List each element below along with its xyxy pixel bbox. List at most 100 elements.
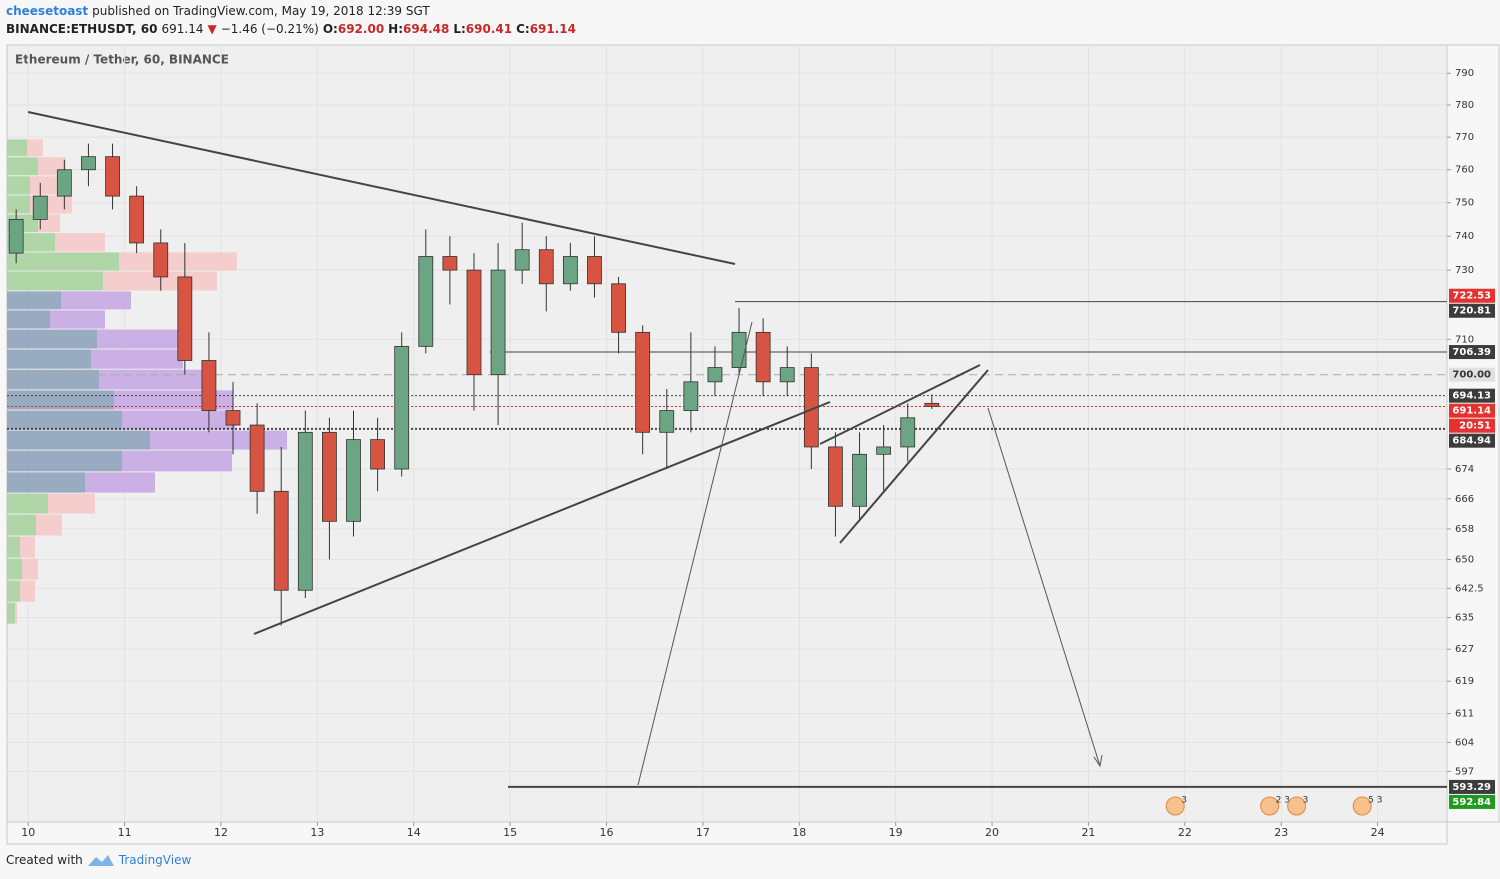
- y-tick-label: 604: [1455, 737, 1474, 748]
- candle-body: [924, 402, 940, 407]
- x-tick-label: 23: [1274, 826, 1288, 839]
- y-tick-label: 635: [1455, 613, 1474, 624]
- time-axis: [6, 821, 1448, 845]
- volume-up: [7, 329, 97, 349]
- volume-down: [150, 430, 287, 450]
- price-label: 592.84: [1452, 797, 1491, 808]
- volume-down: [99, 369, 207, 390]
- candle-body: [683, 381, 699, 411]
- volume-down: [50, 310, 105, 329]
- candle-body: [297, 431, 313, 591]
- arrow: ▼: [207, 22, 217, 36]
- volume-down: [30, 176, 58, 195]
- measure-line: [637, 321, 753, 786]
- c-label: C:: [516, 22, 530, 36]
- price-label-box: [1449, 345, 1495, 360]
- volume-up: [7, 602, 15, 624]
- volume-up: [7, 369, 99, 390]
- footer: Created with TradingView: [6, 853, 191, 867]
- x-tick-label: 11: [118, 826, 132, 839]
- volume-up: [7, 558, 22, 580]
- arrow-line: [987, 407, 1101, 767]
- x-tick-label: 14: [407, 826, 421, 839]
- created-with: Created with: [6, 853, 83, 867]
- volume-up: [7, 493, 48, 514]
- y-tick-label: 790: [1455, 68, 1474, 79]
- price-label-box: [1449, 388, 1495, 403]
- symbol: BINANCE:ETHUSDT, 60: [6, 22, 158, 36]
- price-label-box: [1449, 367, 1495, 382]
- y-tick-label: 619: [1455, 676, 1474, 687]
- event-marker: [1260, 796, 1280, 816]
- event-label: 2 3: [1276, 796, 1290, 806]
- x-tick-label: 19: [889, 826, 903, 839]
- price-axis: [1446, 44, 1500, 823]
- l-label: L:: [453, 22, 466, 36]
- volume-down: [85, 472, 155, 493]
- brand[interactable]: TradingView: [118, 853, 192, 867]
- price-label-box: [1449, 288, 1495, 303]
- candle-body: [273, 490, 289, 591]
- candle-body: [129, 195, 145, 244]
- volume-up: [7, 410, 122, 430]
- event-marker: [1165, 796, 1185, 816]
- volume-up: [7, 580, 20, 602]
- candle-body: [611, 283, 626, 333]
- y-tick-label: 760: [1455, 165, 1474, 176]
- h-value: 694.48: [403, 22, 450, 36]
- logo: [88, 855, 114, 866]
- price-label: 722.53: [1452, 291, 1491, 302]
- volume-up: [7, 472, 85, 493]
- price-label: 694.13: [1452, 391, 1491, 402]
- y-tick-label: 674: [1455, 464, 1474, 475]
- wedge-line: [839, 369, 989, 544]
- x-tick-label: 22: [1178, 826, 1192, 839]
- price-label: 691.14: [1452, 406, 1491, 417]
- candle-body: [707, 367, 723, 383]
- volume-down: [122, 410, 235, 430]
- y-tick-label: 710: [1455, 334, 1474, 345]
- author[interactable]: cheesetoast: [6, 4, 89, 18]
- candle-body: [442, 256, 458, 271]
- x-tick-label: 20: [985, 826, 999, 839]
- y-tick-label: 750: [1455, 198, 1474, 209]
- volume-up: [7, 514, 36, 536]
- volume-down: [119, 252, 237, 271]
- chart-title: Ethereum / Tether, 60, BINANCE: [15, 53, 229, 67]
- countdown-box: [1449, 418, 1495, 433]
- x-tick-label: 21: [1081, 826, 1095, 839]
- volume-down: [22, 558, 38, 580]
- price-label-box: [1449, 794, 1495, 809]
- y-tick-label: 611: [1455, 709, 1474, 720]
- y-tick-label: 730: [1455, 265, 1474, 276]
- candle-body: [779, 367, 795, 383]
- wedge-line: [819, 364, 981, 445]
- price-label: 706.39: [1452, 347, 1491, 358]
- o-value: 692.00: [337, 22, 385, 36]
- x-tick-label: 24: [1371, 826, 1385, 839]
- candle-body: [635, 331, 651, 433]
- volume-up: [7, 349, 91, 369]
- candle-body: [418, 256, 434, 347]
- candle-body: [8, 219, 24, 254]
- trend-line: [253, 401, 831, 635]
- x-tick-label: 17: [696, 826, 710, 839]
- last: 691.14: [161, 22, 204, 36]
- candle-body: [490, 269, 506, 376]
- y-tick-label: 650: [1455, 554, 1474, 565]
- volume-down: [27, 139, 43, 157]
- o-label: O:: [322, 22, 338, 36]
- volume-up: [7, 157, 38, 176]
- price-label-box: [1449, 779, 1495, 794]
- volume-down: [20, 536, 35, 558]
- published: published on TradingView.com, May 19, 20…: [92, 4, 430, 18]
- event-label: 3: [1181, 796, 1187, 806]
- event-marker: [1287, 796, 1307, 816]
- volume-up: [7, 252, 119, 271]
- candle-body: [225, 410, 241, 426]
- candle-body: [81, 156, 96, 171]
- candle-body: [56, 169, 72, 197]
- volume-down: [15, 602, 17, 624]
- volume-up: [7, 450, 122, 472]
